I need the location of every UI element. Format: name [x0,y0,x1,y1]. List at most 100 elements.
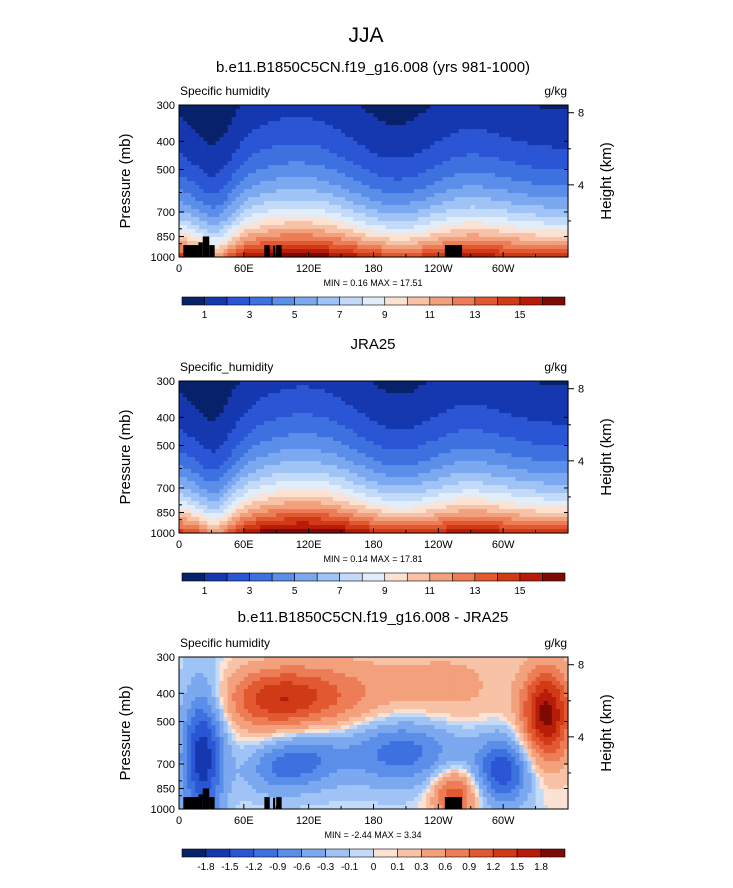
field-cell [373,421,379,426]
field-cell [482,129,488,134]
field-cell [207,153,213,158]
field-cell [268,165,273,170]
field-cell [239,125,245,130]
field-cell [491,125,496,130]
field-cell [207,397,213,402]
field-cell [349,417,354,422]
field-cell [535,393,541,398]
field-cell [300,173,306,178]
field-cell [203,201,208,206]
field-cell [235,417,241,422]
field-cell [559,205,565,210]
field-cell [195,189,200,194]
field-cell [332,113,338,118]
field-cell [414,209,419,214]
field-cell [179,205,184,210]
field-cell [507,121,512,126]
field-cell [547,401,553,406]
field-cell [381,197,387,202]
field-cell [450,397,456,402]
field-cell [195,145,200,150]
field-cell [251,421,257,426]
field-cell [308,217,314,222]
field-cell [511,129,516,134]
field-cell [349,177,354,182]
field-cell [369,229,375,234]
field-cell [187,145,192,150]
field-cell [308,169,314,174]
field-cell [264,225,269,230]
field-cell [503,249,508,254]
field-cell [503,401,508,406]
field-cell [446,125,452,130]
field-cell [486,137,492,142]
field-cell [341,213,346,218]
field-cell [434,201,439,206]
field-cell [527,157,533,162]
field-cell [235,141,241,146]
field-cell [260,381,265,386]
field-cell [381,189,387,194]
field-cell [515,165,520,170]
field-cell [300,121,306,126]
field-cell [397,393,403,398]
field-cell [219,245,225,250]
field-cell [499,177,504,182]
field-cell [300,149,306,154]
field-cell [507,229,512,234]
field-cell [511,165,516,170]
field-cell [539,197,545,202]
field-cell [458,109,464,114]
field-cell [260,125,265,130]
field-cell [308,253,314,258]
field-cell [515,381,520,386]
field-cell [434,245,439,250]
field-cell [547,157,553,162]
field-cell [422,153,427,158]
field-cell [381,253,387,258]
field-cell [312,385,318,390]
field-cell [531,197,537,202]
field-cell [251,229,257,234]
field-cell [409,189,415,194]
field-cell [409,113,415,118]
field-cell [328,145,334,150]
field-cell [495,137,500,142]
field-cell [466,173,472,178]
field-cell [328,169,334,174]
field-cell [324,137,330,142]
field-cell [507,221,512,226]
field-cell [486,209,492,214]
field-cell [247,217,253,222]
field-cell [203,385,208,390]
field-cell [470,125,476,130]
field-cell [531,113,537,118]
field-cell [551,197,557,202]
field-cell [255,213,261,218]
field-cell [320,213,326,218]
field-cell [442,109,448,114]
field-cell [373,117,379,122]
field-cell [255,397,261,402]
field-cell [199,185,204,190]
field-cell [539,217,545,222]
field-cell [409,153,415,158]
field-cell [393,221,399,226]
field-cell [316,153,322,158]
field-cell [543,425,549,430]
field-cell [409,161,415,166]
field-cell [227,393,233,398]
field-cell [377,117,383,122]
field-cell [215,393,221,398]
field-cell [332,245,338,250]
field-cell [543,417,549,422]
field-cell [235,221,241,226]
field-cell [324,253,330,258]
field-cell [539,113,545,118]
field-cell [491,249,496,254]
field-cell [280,389,285,394]
field-cell [381,109,387,114]
field-cell [414,397,419,402]
field-cell [486,157,492,162]
